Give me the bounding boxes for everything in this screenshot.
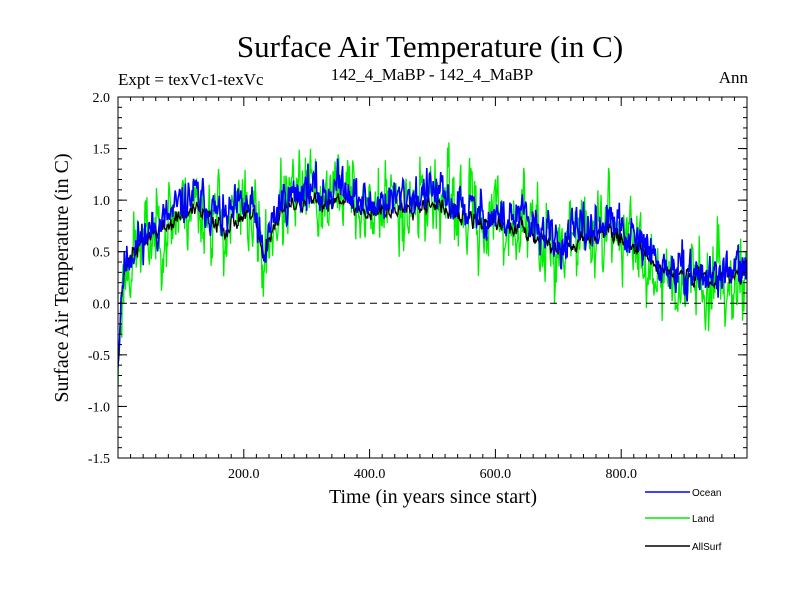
series-line-ocean	[118, 158, 747, 368]
x-tick-label: 800.0	[605, 467, 637, 482]
y-tick-label: 0.0	[93, 297, 111, 312]
x-tick-label: 400.0	[354, 467, 386, 482]
x-tick-label: 600.0	[480, 467, 512, 482]
y-tick-label: 0.5	[93, 246, 111, 261]
chart-title: Surface Air Temperature (in C)	[237, 29, 623, 64]
y-tick-label: -0.5	[88, 349, 110, 364]
ticks-layer	[118, 96, 747, 459]
y-tick-label: 1.5	[93, 143, 111, 158]
tick-labels: -1.5 -1.0 -0.5 0.0 0.5 1.0 1.5 2.0 200.0 400.0 600…	[88, 91, 637, 482]
legend: Ocean Land AllSurf	[645, 488, 722, 553]
x-axis-label: Time (in years since start)	[329, 486, 537, 508]
y-tick-label: 2.0	[93, 91, 111, 106]
x-tick-label: 200.0	[228, 467, 260, 482]
chart-subtitle: 142_4_MaBP - 142_4_MaBP	[331, 65, 533, 84]
y-tick-label: 1.0	[93, 194, 111, 209]
expt-label: Expt = texVc1-texVc	[118, 70, 264, 89]
y-axis-label: Surface Air Temperature (in C)	[51, 153, 73, 402]
series-layer	[118, 142, 747, 389]
series-line-land	[118, 142, 747, 389]
legend-label-ocean: Ocean	[692, 488, 721, 499]
y-tick-label: -1.5	[88, 452, 110, 467]
legend-label-land: Land	[692, 514, 714, 525]
y-tick-label: -1.0	[88, 400, 110, 415]
legend-label-allsurf: AllSurf	[692, 542, 722, 553]
period-label: Ann	[719, 68, 749, 87]
